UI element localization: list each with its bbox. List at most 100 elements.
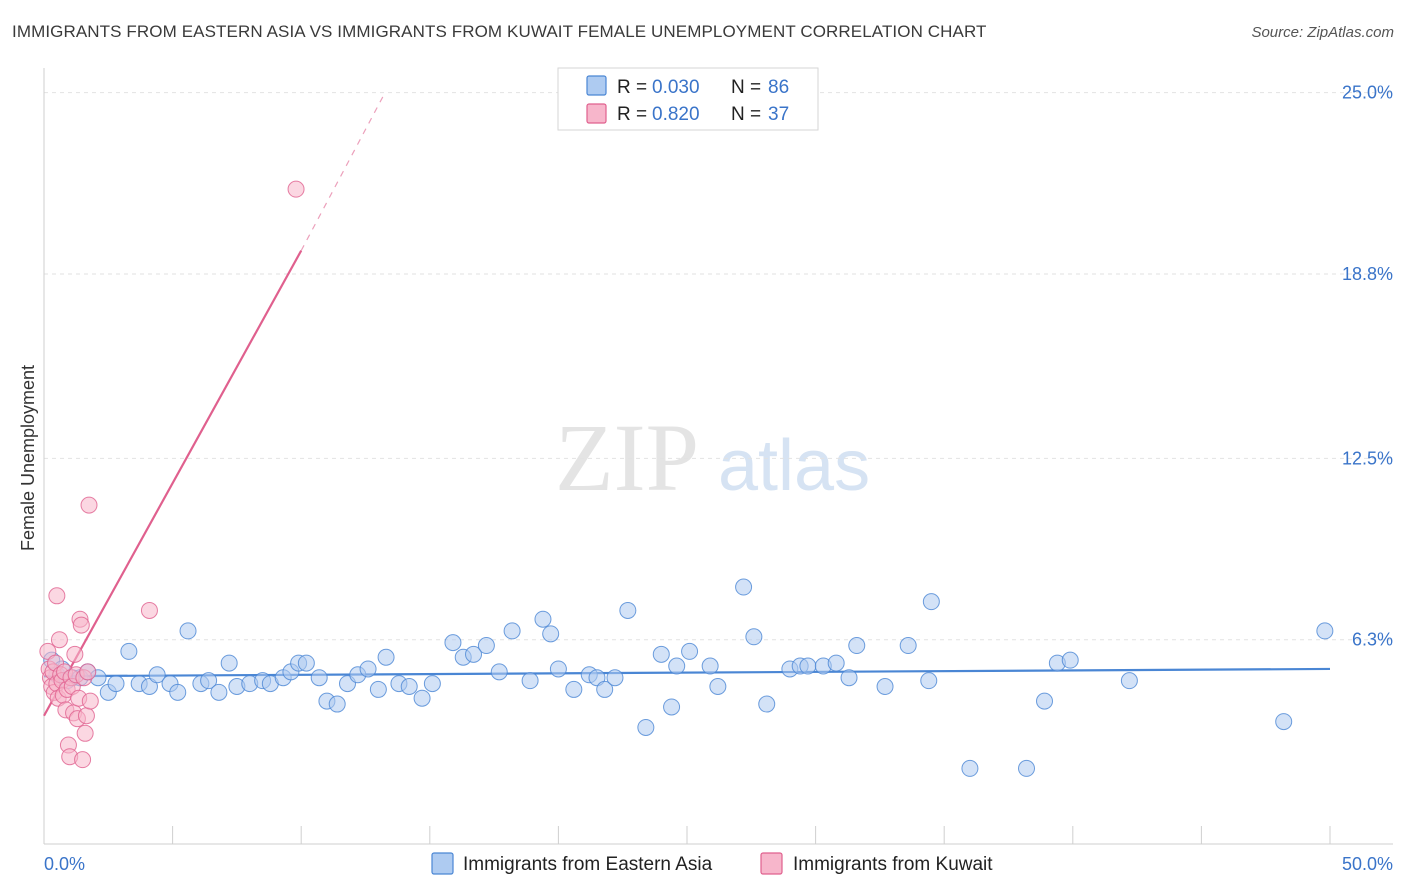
point-eastern-asia [1018, 759, 1036, 777]
legend-r-value-kuwait: 0.820 [652, 104, 700, 125]
watermark-zip: ZIP [555, 404, 699, 511]
y-tick-labels: 6.3% 12.5% 18.8% 25.0% [1342, 83, 1393, 650]
point-eastern-asia [652, 645, 670, 663]
point-eastern-asia [663, 698, 681, 716]
y-tick-label: 6.3% [1352, 630, 1393, 650]
legend-n-value-kuwait: 37 [768, 104, 789, 125]
point-eastern-asia [735, 578, 753, 596]
y-axis-label: Female Unemployment [18, 365, 38, 551]
point-eastern-asia [310, 669, 328, 687]
point-eastern-asia [369, 680, 387, 698]
point-eastern-asia [681, 642, 699, 660]
point-eastern-asia [297, 654, 315, 672]
point-kuwait [39, 642, 57, 660]
point-eastern-asia [220, 654, 238, 672]
point-eastern-asia [606, 669, 624, 687]
trend-line-eastern-asia [43, 667, 1331, 678]
point-eastern-asia [413, 689, 431, 707]
point-eastern-asia [899, 637, 917, 655]
point-eastern-asia [359, 660, 377, 678]
point-eastern-asia [565, 680, 583, 698]
point-eastern-asia [120, 642, 138, 660]
point-kuwait [66, 645, 84, 663]
point-eastern-asia [840, 669, 858, 687]
point-kuwait [50, 631, 68, 649]
point-eastern-asia [745, 628, 763, 646]
point-eastern-asia [827, 654, 845, 672]
point-eastern-asia [758, 695, 776, 713]
legend-row-eastern-asia[interactable]: R = 0.030 N = 86 [586, 75, 789, 98]
point-kuwait [79, 663, 97, 681]
bottom-legend-label-eastern-asia: Immigrants from Eastern Asia [463, 854, 713, 875]
point-eastern-asia [920, 672, 938, 690]
point-eastern-asia [1120, 672, 1138, 690]
trend-line-kuwait [43, 250, 303, 717]
point-eastern-asia [423, 675, 441, 693]
bottom-legend-swatch-eastern-asia [431, 852, 454, 875]
point-eastern-asia [922, 593, 940, 611]
legend-row-kuwait[interactable]: R = 0.820 N = 37 [586, 103, 789, 125]
point-kuwait [72, 616, 90, 634]
x-tick-min: 0.0% [44, 854, 85, 874]
point-eastern-asia [668, 657, 686, 675]
point-eastern-asia [961, 759, 979, 777]
point-eastern-asia [619, 601, 637, 619]
point-kuwait [80, 496, 98, 514]
point-eastern-asia [521, 672, 539, 690]
legend-n-label: N = [731, 104, 761, 125]
point-eastern-asia [107, 675, 125, 693]
bottom-legend-swatch-kuwait [760, 852, 783, 875]
legend-r-label: R = [617, 77, 647, 98]
x-tick-max: 50.0% [1342, 854, 1393, 874]
point-eastern-asia [465, 645, 483, 663]
chart-title: IMMIGRANTS FROM EASTERN ASIA VS IMMIGRAN… [12, 22, 987, 41]
point-kuwait [287, 180, 305, 198]
legend-n-label: N = [731, 77, 761, 98]
point-eastern-asia [148, 666, 166, 684]
point-kuwait [48, 587, 66, 605]
point-eastern-asia [503, 622, 521, 640]
point-eastern-asia [444, 634, 462, 652]
series-kuwait [39, 180, 305, 769]
point-eastern-asia [596, 680, 614, 698]
point-eastern-asia [637, 718, 655, 736]
bottom-legend-item-eastern-asia[interactable]: Immigrants from Eastern Asia [431, 852, 713, 875]
point-eastern-asia [848, 637, 866, 655]
point-eastern-asia [1036, 692, 1054, 710]
point-eastern-asia [477, 637, 495, 655]
watermark-atlas: atlas [718, 426, 870, 506]
legend-swatch-eastern-asia [586, 75, 607, 96]
point-eastern-asia [200, 672, 218, 690]
point-eastern-asia [490, 663, 508, 681]
gridlines [44, 92, 1393, 641]
point-kuwait [77, 707, 95, 725]
point-kuwait [140, 601, 158, 619]
point-eastern-asia [400, 678, 418, 696]
point-eastern-asia [799, 657, 817, 675]
point-eastern-asia [140, 678, 158, 696]
point-eastern-asia [709, 678, 727, 696]
point-eastern-asia [588, 669, 606, 687]
legend-box: R = 0.030 N = 86 R = 0.820 N = 37 [557, 67, 819, 131]
legend-swatch-kuwait [586, 103, 607, 124]
y-tick-label: 18.8% [1342, 264, 1393, 284]
bottom-legend-item-kuwait[interactable]: Immigrants from Kuwait [760, 852, 993, 875]
series-eastern-asia [43, 578, 1334, 777]
bottom-legend: Immigrants from Eastern Asia Immigrants … [431, 852, 993, 875]
point-eastern-asia [1316, 622, 1334, 640]
y-tick-label: 25.0% [1342, 83, 1393, 103]
point-kuwait [74, 751, 92, 769]
bottom-legend-label-kuwait: Immigrants from Kuwait [793, 854, 993, 875]
point-eastern-asia [169, 683, 187, 701]
point-eastern-asia [179, 622, 197, 640]
point-eastern-asia [876, 678, 894, 696]
point-eastern-asia [1061, 651, 1079, 669]
point-eastern-asia [210, 683, 228, 701]
legend-n-value-eastern-asia: 86 [768, 77, 789, 98]
point-eastern-asia [328, 695, 346, 713]
point-eastern-asia [701, 657, 719, 675]
source-label: Source: ZipAtlas.com [1251, 24, 1394, 41]
y-tick-label: 12.5% [1342, 448, 1393, 468]
point-eastern-asia [1275, 713, 1293, 731]
